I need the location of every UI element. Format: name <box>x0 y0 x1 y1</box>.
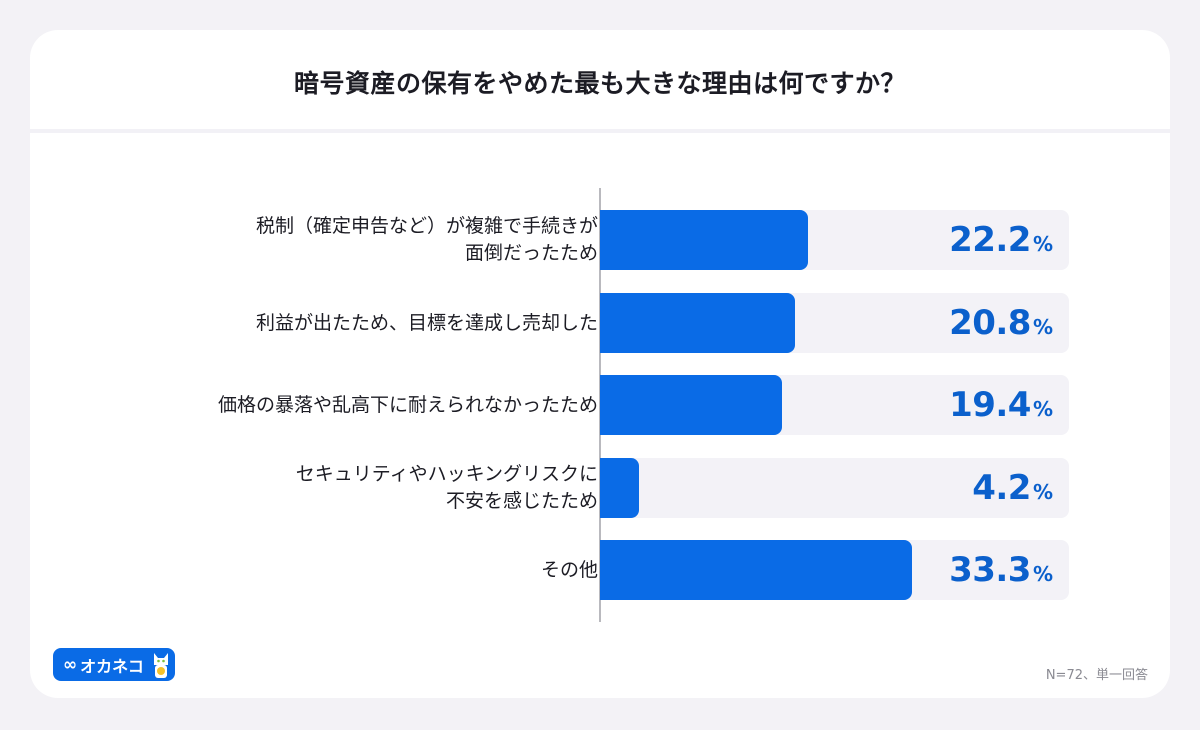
category-label: その他 <box>540 558 598 581</box>
bar-track: 33.3 % <box>600 540 1069 600</box>
category-label: 価格の暴落や乱高下に耐えられなかったため <box>217 393 598 416</box>
category-label: 税制（確定申告など）が複雑で手続きが 面倒だったため <box>255 215 598 264</box>
bar-track: 19.4 % <box>600 375 1069 435</box>
chart-card: 暗号資産の保有をやめた最も大きな理由は何ですか？ 税制（確定申告など）が複雑で手… <box>30 30 1170 698</box>
bar-fill <box>600 293 796 353</box>
bar-row: その他 33.3 % <box>30 540 1170 600</box>
value-label: 33.3 % <box>949 540 1053 600</box>
bar-track: 4.2 % <box>600 458 1069 518</box>
brand-name: オカネコ <box>80 656 144 676</box>
bar-row: セキュリティやハッキングリスクに 不安を感じたため 4.2 % <box>30 458 1170 518</box>
value-label: 4.2 % <box>972 458 1053 518</box>
value-label: 19.4 % <box>949 375 1053 435</box>
category-label: 利益が出たため、目標を達成し売却した <box>255 311 598 334</box>
title-divider <box>30 129 1170 133</box>
value-unit: % <box>1032 562 1053 586</box>
value-number: 22.2 <box>949 220 1031 260</box>
bar-track: 20.8 % <box>600 293 1069 353</box>
cat-mascot-icon <box>154 653 168 678</box>
value-number: 33.3 <box>949 550 1031 590</box>
value-label: 20.8 % <box>949 293 1053 353</box>
infinity-icon: ∞ <box>63 654 77 675</box>
category-label: セキュリティやハッキングリスクに 不安を感じたため <box>295 463 598 512</box>
value-number: 19.4 <box>949 385 1031 425</box>
bar-fill <box>600 540 913 600</box>
bar-row: 利益が出たため、目標を達成し売却した 20.8 % <box>30 293 1170 353</box>
bar-row: 税制（確定申告など）が複雑で手続きが 面倒だったため 22.2 % <box>30 210 1170 270</box>
value-unit: % <box>1032 232 1053 256</box>
value-unit: % <box>1032 315 1053 339</box>
bar-fill <box>600 210 809 270</box>
sample-note: N=72、単一回答 <box>1045 668 1148 683</box>
brand-logo: ∞ オカネコ <box>53 648 175 681</box>
bar-row: 価格の暴落や乱高下に耐えられなかったため 19.4 % <box>30 375 1170 435</box>
value-number: 4.2 <box>972 468 1031 508</box>
value-unit: % <box>1032 480 1053 504</box>
value-label: 22.2 % <box>949 210 1053 270</box>
bar-fill <box>600 458 640 518</box>
bar-track: 22.2 % <box>600 210 1069 270</box>
bar-fill <box>600 375 782 435</box>
chart-title: 暗号資産の保有をやめた最も大きな理由は何ですか？ <box>293 69 906 98</box>
value-number: 20.8 <box>949 303 1031 343</box>
value-unit: % <box>1032 397 1053 421</box>
